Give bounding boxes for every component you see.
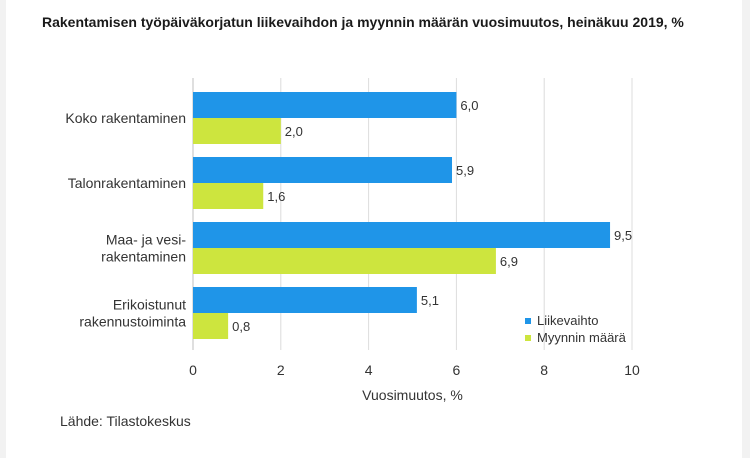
- category-label: rakennustoiminta: [79, 314, 186, 330]
- bar-myynnin-maara: [193, 118, 281, 144]
- bar-liikevaihto: [193, 287, 417, 313]
- category-label: rakentaminen: [101, 249, 186, 265]
- legend-swatch: [525, 335, 531, 341]
- x-tick-label: 0: [189, 362, 197, 378]
- x-tick-label: 2: [277, 362, 285, 378]
- x-tick-label: 4: [365, 362, 373, 378]
- bar-liikevaihto: [193, 157, 453, 183]
- data-label: 0,8: [232, 319, 250, 334]
- category-label: Talonrakentaminen: [68, 175, 186, 191]
- data-label: 5,1: [421, 293, 439, 308]
- x-tick-label: 6: [453, 362, 461, 378]
- bar-myynnin-maara: [193, 313, 229, 339]
- legend-label: Myynnin määrä: [537, 330, 627, 345]
- category-label: Maa- ja vesi-: [106, 232, 186, 248]
- data-label: 5,9: [456, 163, 474, 178]
- x-axis-title: Vuosimuutos, %: [362, 387, 463, 403]
- left-border: [0, 0, 6, 458]
- source-note: Lähde: Tilastokeskus: [60, 413, 191, 429]
- data-label: 6,9: [500, 254, 518, 269]
- data-label: 2,0: [285, 124, 303, 139]
- category-label: Koko rakentaminen: [65, 110, 186, 126]
- right-border: [742, 0, 750, 458]
- data-label: 6,0: [460, 98, 478, 113]
- data-label: 1,6: [267, 189, 285, 204]
- x-tick-label: 10: [624, 362, 640, 378]
- chart-title: Rakentamisen työpäiväkorjatun liikevaihd…: [42, 14, 684, 30]
- legend-label: Liikevaihto: [537, 313, 598, 328]
- data-label: 9,5: [614, 228, 632, 243]
- x-tick-label: 8: [540, 362, 548, 378]
- bar-liikevaihto: [193, 222, 611, 248]
- bar-myynnin-maara: [193, 248, 496, 274]
- legend-swatch: [525, 318, 531, 324]
- category-label: Erikoistunut: [113, 297, 186, 313]
- bar-myynnin-maara: [193, 183, 264, 209]
- bar-liikevaihto: [193, 92, 457, 118]
